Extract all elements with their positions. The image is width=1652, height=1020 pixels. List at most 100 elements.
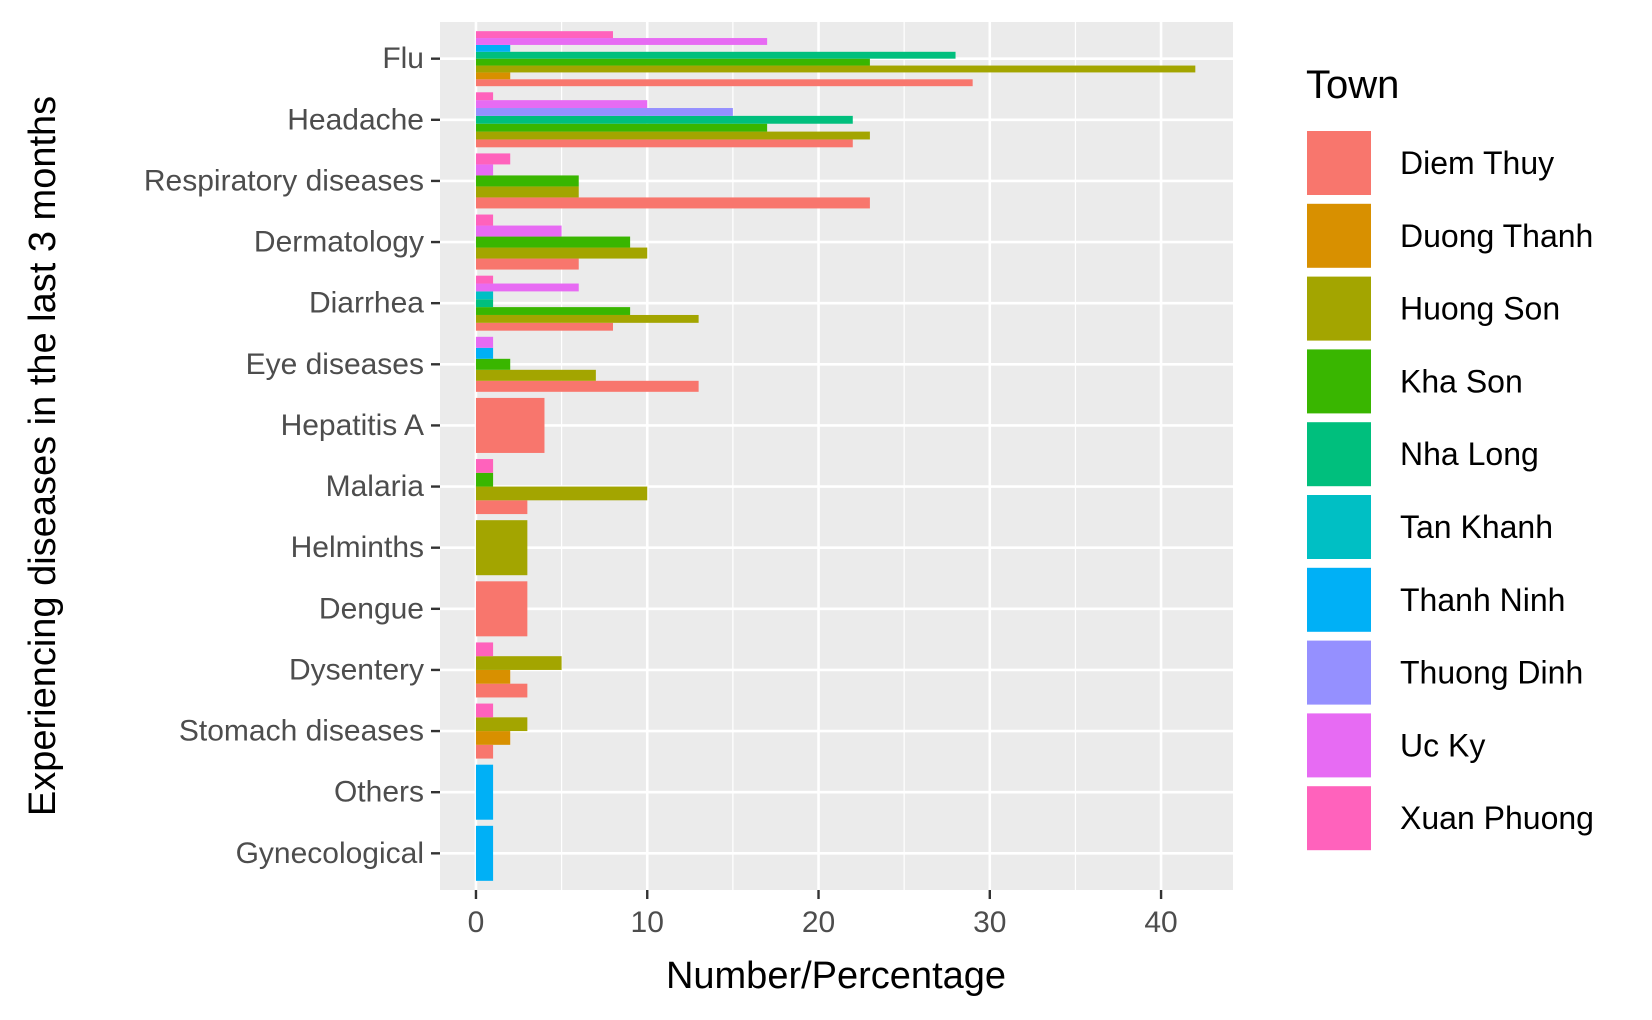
bar-malaria-xuan-phuong: [475, 459, 494, 473]
bar-diarrhea-tan-khanh: [475, 291, 494, 300]
bar-stomach-diseases-huong-son: [475, 717, 528, 732]
legend-label: Diem Thuy: [1400, 145, 1554, 181]
legend-key: [1305, 274, 1373, 343]
legend-key: [1305, 201, 1373, 270]
legend-key: [1305, 493, 1373, 561]
bar-headache-thuong-dinh: [475, 108, 733, 116]
legend-key: [1305, 711, 1373, 780]
legend-key: [1305, 347, 1373, 416]
y-axis-title: Experiencing diseases in the last 3 mont…: [22, 96, 64, 816]
y-tick-label: Helminths: [291, 531, 424, 564]
legend-label: Thanh Ninh: [1400, 582, 1565, 618]
y-tick-label: Dermatology: [254, 226, 424, 259]
bar-helminths-huong-son: [475, 520, 528, 576]
bar-eye-diseases-kha-son: [475, 358, 511, 370]
legend-label: Uc Ky: [1400, 727, 1485, 763]
legend-key: [1305, 784, 1373, 853]
y-tick-label: Gynecological: [236, 837, 424, 870]
legend-label: Kha Son: [1400, 363, 1523, 399]
bar-gynecological-thanh-ninh: [475, 825, 494, 881]
bar-flu-thanh-ninh: [475, 44, 511, 52]
x-tick-label: 10: [631, 906, 664, 939]
bar-headache-kha-son: [475, 123, 768, 132]
bar-dermatology-kha-son: [475, 236, 631, 248]
x-axis: 0 10 20 30 40: [468, 890, 1178, 939]
legend-key: [1305, 420, 1373, 489]
bar-stomach-diseases-diem-thuy: [475, 744, 494, 759]
legend-label: Tan Khanh: [1400, 509, 1553, 545]
bar-headache-huong-son: [475, 131, 870, 140]
x-tick-label: 0: [468, 906, 485, 939]
bar-flu-uc-ky: [475, 38, 768, 45]
bar-stomach-diseases-duong-thanh: [475, 731, 511, 745]
bar-flu-duong-thanh: [475, 72, 511, 80]
bar-dysentery-huong-son: [475, 656, 562, 670]
bar-diarrhea-kha-son: [475, 307, 631, 315]
legend-label: Huong Son: [1400, 291, 1560, 327]
bar-flu-diem-thuy: [475, 79, 973, 87]
bar-respiratory-diseases-xuan-phuong: [475, 153, 511, 165]
bar-others-thanh-ninh: [475, 764, 494, 820]
bar-diarrhea-nha-long: [475, 299, 494, 308]
y-tick-label: Flu: [382, 42, 424, 75]
bar-dengue-diem-thuy: [475, 581, 528, 637]
plot-panel: [440, 22, 1233, 890]
bar-eye-diseases-diem-thuy: [475, 380, 699, 392]
bar-flu-xuan-phuong: [475, 31, 613, 39]
bar-dermatology-uc-ky: [475, 225, 562, 237]
bar-dermatology-huong-son: [475, 247, 648, 259]
y-tick-label: Malaria: [326, 470, 425, 503]
legend-label: Nha Long: [1400, 436, 1539, 472]
y-tick-label: Headache: [287, 103, 424, 136]
bar-diarrhea-huong-son: [475, 314, 699, 323]
bar-malaria-diem-thuy: [475, 500, 528, 515]
legend-key: [1305, 129, 1373, 197]
x-tick-label: 30: [973, 906, 1006, 939]
bar-respiratory-diseases-uc-ky: [475, 164, 494, 176]
bar-headache-xuan-phuong: [475, 92, 494, 101]
bar-dermatology-xuan-phuong: [475, 214, 494, 226]
bar-eye-diseases-thanh-ninh: [475, 347, 494, 359]
legend-title: Town: [1306, 63, 1399, 107]
bar-eye-diseases-uc-ky: [475, 336, 494, 348]
bar-malaria-huong-son: [475, 486, 648, 501]
legend-key: [1305, 565, 1373, 634]
x-axis-title: Number/Percentage: [666, 955, 1006, 997]
bar-respiratory-diseases-huong-son: [475, 186, 579, 198]
bar-flu-kha-son: [475, 58, 870, 66]
y-tick-label: Diarrhea: [309, 287, 424, 320]
y-axis: Flu Headache Respiratory diseases Dermatolo…: [144, 42, 440, 870]
bar-flu-nha-long: [475, 51, 956, 59]
bar-diarrhea-diem-thuy: [475, 322, 613, 331]
y-tick-label: Dengue: [319, 592, 424, 625]
bar-dysentery-diem-thuy: [475, 683, 528, 698]
y-tick-label: Dysentery: [289, 653, 424, 686]
y-tick-label: Respiratory diseases: [144, 164, 424, 197]
legend-label: Thuong Dinh: [1400, 655, 1583, 691]
x-tick-label: 40: [1144, 906, 1177, 939]
legend-label: Duong Thanh: [1400, 218, 1593, 254]
legend: Town Diem Thuy Duong Thanh Huong Son Kha So…: [1305, 63, 1594, 853]
bar-dermatology-diem-thuy: [475, 258, 579, 270]
bar-hepatitis-a-diem-thuy: [475, 397, 545, 453]
legend-label: Xuan Phuong: [1400, 800, 1594, 836]
bar-stomach-diseases-xuan-phuong: [475, 703, 494, 718]
bar-eye-diseases-huong-son: [475, 369, 596, 381]
bar-respiratory-diseases-diem-thuy: [475, 197, 870, 209]
y-tick-label: Eye diseases: [246, 348, 424, 381]
bar-malaria-kha-son: [475, 472, 494, 487]
y-tick-label: Others: [334, 776, 424, 809]
y-tick-label: Stomach diseases: [179, 715, 424, 748]
bar-diarrhea-uc-ky: [475, 283, 579, 292]
bar-headache-diem-thuy: [475, 139, 853, 148]
bar-dysentery-xuan-phuong: [475, 642, 494, 657]
bars: [475, 31, 1196, 881]
bar-dysentery-duong-thanh: [475, 669, 511, 684]
bar-flu-huong-son: [475, 65, 1196, 73]
bar-diarrhea-xuan-phuong: [475, 275, 494, 284]
bar-headache-uc-ky: [475, 100, 648, 109]
y-tick-label: Hepatitis A: [281, 409, 424, 442]
bar-respiratory-diseases-kha-son: [475, 175, 579, 187]
x-tick-label: 20: [802, 906, 835, 939]
